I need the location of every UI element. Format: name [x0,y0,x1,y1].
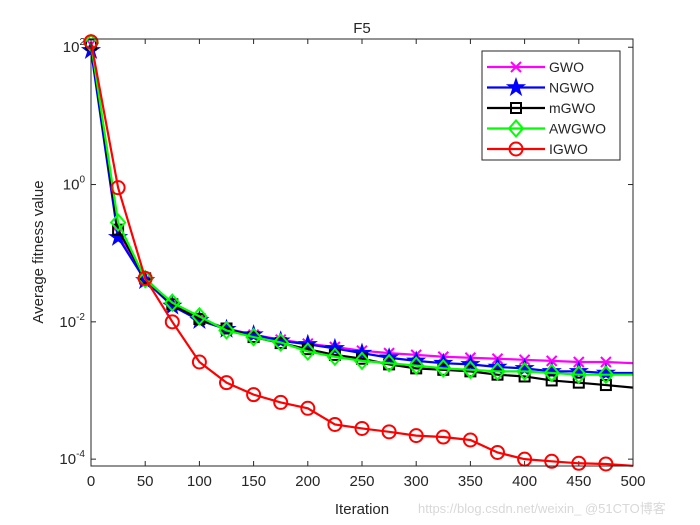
y-tick-label: 102 [63,37,86,56]
data-point [544,453,560,469]
data-point [408,428,424,444]
data-point [272,332,290,353]
data-point [109,212,127,233]
data-point [137,270,153,286]
series-igwo [83,34,634,472]
x-tick-label: 100 [187,473,212,490]
data-point [489,361,506,381]
series-line [89,42,633,376]
x-tick-label: 300 [404,473,429,490]
data-point [462,432,478,448]
x-tick-label: 200 [295,473,320,490]
data-point [273,394,289,410]
legend-label: AWGWO [549,121,606,137]
legend-marker [507,118,525,139]
x-tick-label: 350 [458,473,483,490]
data-point [299,341,317,361]
data-point [490,444,505,460]
legend-box [481,50,621,161]
data-point [218,320,235,340]
data-point [595,362,617,382]
data-point [136,269,154,289]
chart-title: F5 [353,20,371,37]
data-point [570,365,588,385]
data-point [380,353,398,373]
data-point [462,360,479,380]
x-tick-label: 0 [87,473,95,490]
legend: GWO NGWO mGWO AWGWO IGWO [481,50,621,161]
data-point [434,358,452,378]
data-point [326,347,344,367]
data-point [191,306,208,326]
data-point [598,456,614,472]
y-axis-label: Average fitness value [30,180,47,323]
data-point [571,455,587,471]
data-point [381,424,397,440]
data-point [163,293,181,313]
legend-marker [508,141,524,157]
legend-label: mGWO [549,100,596,116]
data-point [460,353,481,373]
data-point [545,374,558,387]
data-point [245,327,262,347]
data-point [597,365,615,385]
data-point [572,376,585,389]
x-tick-label: 500 [620,473,645,490]
data-point [219,375,234,391]
data-point [164,314,180,330]
data-point [327,416,343,432]
data-point [433,352,454,372]
legend-label: GWO [549,59,584,75]
axes-box [90,38,634,467]
data-point [110,180,126,196]
data-point [139,272,152,285]
data-point [600,356,612,368]
data-point [354,420,370,436]
watermark: https://blog.csdn.net/weixin_ @51CTO博客 [418,501,666,516]
x-tick-label: 150 [241,473,266,490]
x-tick-label: 250 [349,473,374,490]
data-point [243,324,264,344]
legend-marker [505,76,527,97]
data-point [300,400,316,416]
data-point [353,351,371,371]
data-point [516,361,533,381]
series-line [89,41,634,467]
x-axis-label: Iteration [335,501,389,518]
x-tick-label: 450 [566,473,591,490]
legend-marker [510,102,522,114]
data-point [599,379,612,392]
y-tick-label: 100 [63,175,86,194]
data-point [406,350,427,370]
y-tick-label: 10-2 [59,312,85,331]
data-point [378,347,400,367]
data-point [191,354,207,370]
legend-marker [510,61,522,73]
series-line [89,44,634,389]
series-awgwo [82,33,633,385]
y-tick-label: 10-4 [59,449,85,468]
legend-label: NGWO [549,80,594,96]
data-point [435,429,451,445]
data-point [270,330,291,350]
legend-label: IGWO [549,141,588,157]
x-tick-label: 400 [512,473,537,490]
data-point [407,356,425,376]
data-point [246,387,262,403]
data-point [543,363,561,383]
x-tick-label: 50 [137,473,154,490]
